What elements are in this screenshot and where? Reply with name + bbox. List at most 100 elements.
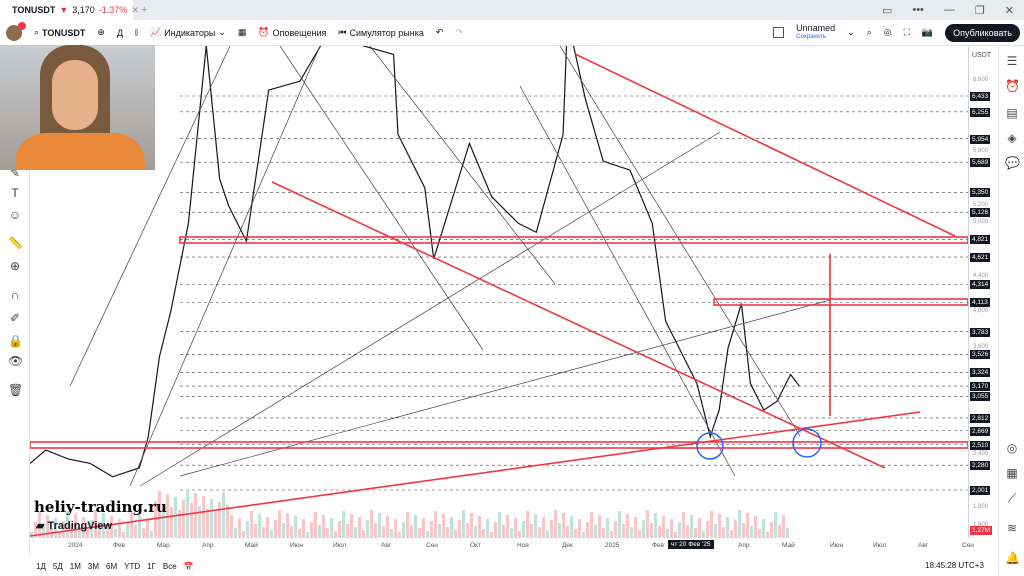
ruler-icon[interactable]: 📏 [8, 236, 23, 250]
more-button[interactable]: ••• [912, 3, 924, 16]
volume-bar [350, 514, 353, 538]
tab-symbol: TONUSDT [12, 5, 56, 15]
replay-button[interactable]: ⏮ Симулятор рынка [338, 27, 423, 38]
indicators-button[interactable]: 📈 Индикаторы ⌄ [150, 27, 226, 38]
volume-bar [110, 516, 113, 538]
magnet-icon[interactable]: ∩ [10, 288, 20, 302]
chevron-down-icon[interactable]: ⌄ [847, 27, 855, 37]
volume-bar [146, 518, 149, 538]
range-button[interactable]: Все [162, 561, 177, 571]
templates-grid-icon[interactable]: ▦ [237, 27, 247, 37]
restore-button[interactable]: ❐ [974, 4, 985, 17]
publish-button[interactable]: Опубликовать [945, 23, 1020, 42]
symbol-search[interactable]: ⌕ TONUSDT [34, 27, 85, 38]
monitor-icon[interactable]: ▭ [881, 4, 893, 17]
volume-bar [610, 531, 613, 538]
volume-bar [542, 517, 545, 538]
volume-bar [238, 518, 241, 538]
range-button[interactable]: 3М [87, 561, 99, 571]
volume-bar [138, 515, 141, 538]
range-button[interactable]: 6М [106, 561, 118, 571]
layout-name[interactable]: Unnamed Сохранить [796, 22, 836, 42]
lock-drawing-icon[interactable]: ✐ [9, 311, 21, 325]
price-level-label: 5,126 [970, 208, 991, 218]
new-tab-button[interactable]: + [141, 4, 148, 16]
top-toolbar: ⌕ TONUSDT ⊕ Д ⫾ 📈 Индикаторы ⌄ ▦ ⏰ Оповещени… [0, 20, 1024, 46]
eye-icon[interactable]: 👁 [8, 354, 24, 368]
price-tick: 1,600 [973, 521, 989, 528]
lock-icon[interactable]: 🔒 [8, 334, 23, 348]
volume-bar [686, 525, 689, 538]
camera-icon[interactable]: 📷 [921, 27, 934, 37]
volume-bar [678, 522, 681, 538]
time-axis[interactable]: 2024 Фев Мар Апр Май Июн Июл Авг Сен Окт Ноя Дек 202… [30, 538, 998, 552]
price-tick: 4,400 [973, 272, 989, 279]
layers-icon[interactable]: ◈ [1007, 131, 1017, 145]
price-level-label: 4,621 [970, 253, 991, 263]
time-label: 2024 [68, 542, 83, 549]
date-range-icon[interactable]: 📅 [183, 561, 194, 571]
volume-bar [142, 528, 145, 538]
layout-name-label: Unnamed [796, 22, 836, 33]
volume-bar [754, 516, 757, 538]
brush-icon[interactable]: ✎ [9, 166, 21, 180]
range-button[interactable]: 1М [69, 561, 81, 571]
volume-bar [598, 515, 601, 538]
crosshair-date: чт 20 Фев '25 [668, 540, 714, 549]
layout-checkbox-icon[interactable] [773, 27, 785, 38]
volume-bar [314, 512, 317, 538]
range-button[interactable]: 1Г [147, 561, 156, 571]
range-button[interactable]: 5Д [52, 561, 63, 571]
volume-bar [674, 532, 677, 538]
volume-bar [302, 519, 305, 538]
trash-icon[interactable]: 🗑 [8, 383, 24, 397]
target-icon[interactable]: ◎ [1006, 441, 1018, 455]
alarm-clock-icon[interactable]: ⏰ [1005, 79, 1020, 93]
alerts-button[interactable]: ⏰ Оповещения [258, 27, 326, 38]
avatar[interactable] [6, 21, 26, 41]
zoom-in-icon[interactable]: ⊕ [9, 259, 21, 273]
quick-search-icon[interactable]: ⌕ [866, 27, 872, 37]
broadcast-icon[interactable]: ≋ [1006, 521, 1018, 535]
range-button[interactable]: 1Д [36, 561, 46, 571]
notifications-icon[interactable]: 🔔 [1005, 551, 1020, 565]
fullscreen-icon[interactable]: ⛶ [903, 27, 910, 37]
volume-bar [594, 525, 597, 538]
undo-icon[interactable]: ↶ [435, 27, 444, 37]
price-chart[interactable] [30, 46, 968, 538]
volume-bar [322, 515, 325, 538]
volume-bar [158, 491, 161, 538]
minimize-button[interactable]: — [943, 3, 955, 16]
news-icon[interactable]: ▤ [1006, 106, 1018, 120]
clock[interactable]: 18:45:28 UTC+3 [925, 561, 984, 570]
watchlist-icon[interactable]: ☰ [1006, 54, 1018, 68]
volume-bar [534, 514, 537, 538]
time-label: Сен [962, 542, 974, 549]
tab-close-icon[interactable]: ✕ [131, 4, 139, 15]
replay-label: Симулятор рынка [349, 27, 424, 38]
tab-change: -1.37% [98, 5, 128, 15]
chart-tab[interactable]: TONUSDT ▼ 3,170 -1.37% ✕ [0, 0, 139, 20]
text-icon[interactable]: T [11, 186, 19, 200]
range-button[interactable]: YTD [124, 561, 141, 571]
interval-button[interactable]: Д [116, 27, 124, 38]
emoji-icon[interactable]: ☺ [8, 208, 22, 222]
calendar-icon[interactable]: ▦ [1006, 466, 1018, 480]
volume-bar [518, 531, 521, 538]
chat-icon[interactable]: 💬 [1005, 156, 1020, 170]
settings-icon[interactable]: ◎ [883, 27, 892, 37]
volume-bar [662, 516, 665, 538]
compare-plus-icon[interactable]: ⊕ [97, 27, 105, 37]
price-axis[interactable]: USDT 6,433 6,255 5,954 5,689 5,350 5,126 4,821… [968, 46, 998, 538]
volume-bar [178, 510, 181, 538]
candle-type-icon[interactable]: ⫾ [135, 27, 138, 37]
brand-label: TradingView [47, 520, 113, 532]
price-tick: 5,200 [973, 201, 989, 208]
volume-bar [326, 528, 329, 538]
price-level-label: 2,001 [970, 486, 991, 495]
chart-pattern-icon[interactable]: ⟋ [1007, 491, 1017, 505]
currency-label[interactable]: USDT [972, 52, 992, 59]
redo-icon[interactable]: ↷ [455, 27, 463, 37]
volume-bar [154, 501, 157, 538]
window-close-button[interactable]: ✕ [1004, 4, 1014, 17]
